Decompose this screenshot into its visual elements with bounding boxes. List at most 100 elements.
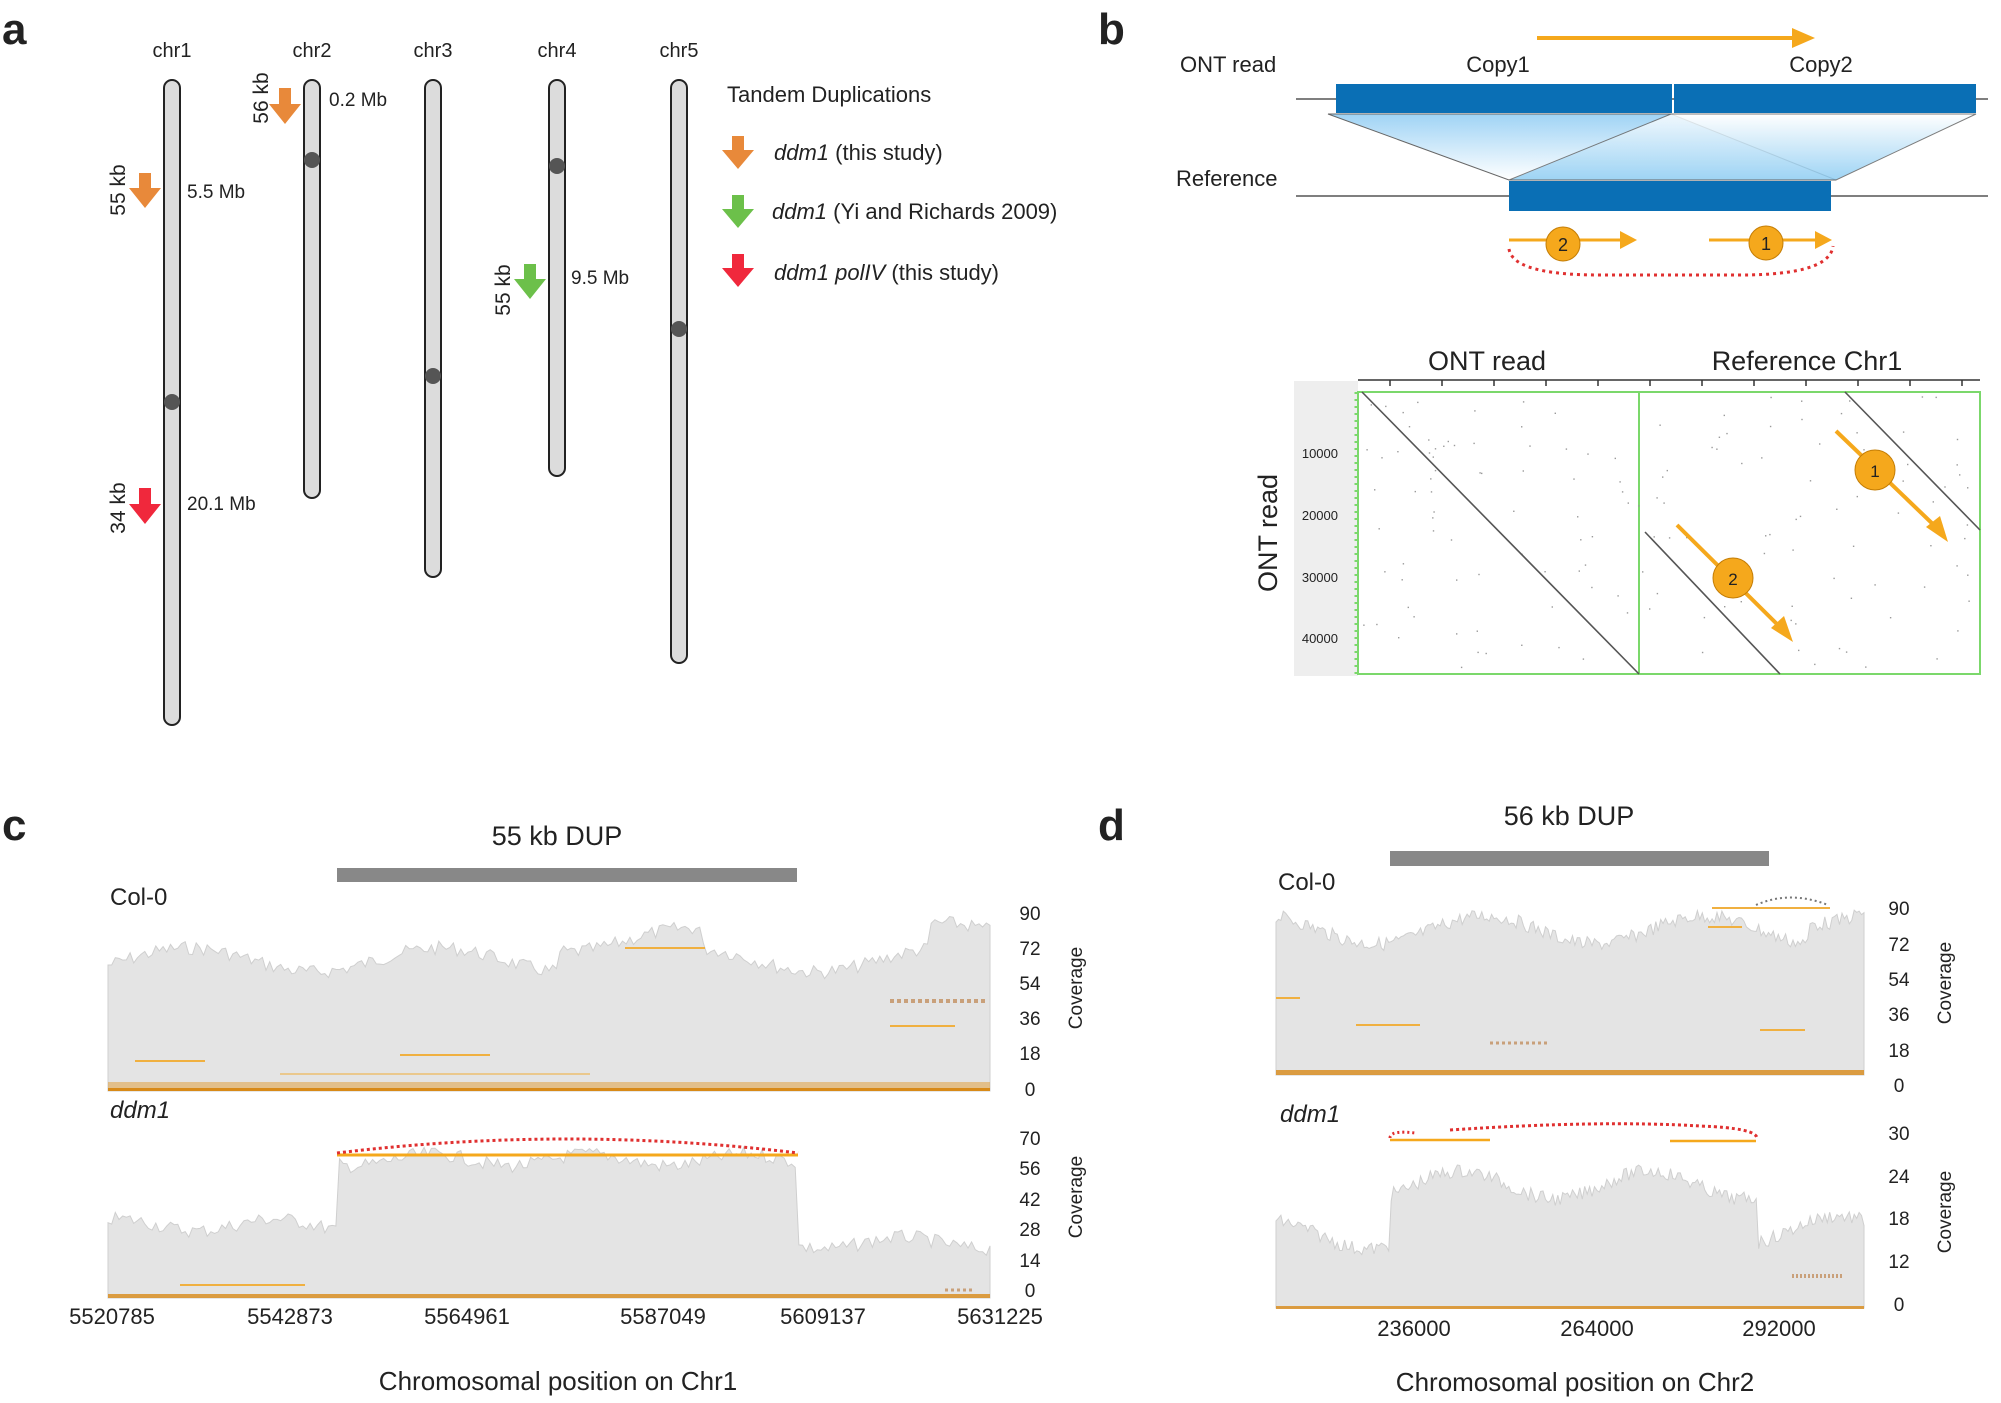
- legend: Tandem Duplications ddm1 (this study) dd…: [722, 82, 1057, 287]
- noise-dot: [1414, 490, 1416, 493]
- noise-dot: [1401, 579, 1403, 581]
- legend-item-text: ddm1 (Yi and Richards 2009): [772, 199, 1057, 224]
- noise-dot: [1453, 444, 1456, 447]
- noise-dot: [1577, 516, 1579, 518]
- marker-1-text: 1: [1761, 234, 1771, 254]
- noise-dot: [1801, 418, 1803, 421]
- dup-position-label: 0.2 Mb: [329, 90, 387, 111]
- noise-dot: [1430, 478, 1432, 480]
- noise-dot: [1477, 651, 1479, 654]
- noise-dot: [1381, 457, 1383, 459]
- noise-dot: [1582, 658, 1585, 660]
- noise-dot: [1791, 605, 1793, 607]
- marker-2-text: 2: [1558, 235, 1568, 255]
- noise-dot: [1723, 414, 1725, 417]
- noise-dot: [1930, 545, 1932, 547]
- down-arrow-icon: [129, 173, 161, 208]
- noise-dot: [1573, 478, 1575, 480]
- noise-dot: [1402, 563, 1405, 565]
- right-arrow-icon: [1792, 28, 1815, 48]
- noise-dot: [1485, 652, 1487, 655]
- noise-dot: [1956, 464, 1958, 466]
- junction-dotted-link: [1507, 245, 1835, 277]
- y-tick: 30: [1888, 1124, 1909, 1145]
- y-tick: 36: [1019, 1009, 1040, 1030]
- noise-dot: [1398, 637, 1400, 639]
- noise-dot: [1626, 612, 1629, 614]
- noise-dot: [1711, 446, 1713, 449]
- noise-dot: [1587, 453, 1589, 455]
- reference-block: [1509, 181, 1831, 211]
- legend-item-ddm1-poliv: ddm1 polIV (this study): [722, 254, 999, 287]
- chromosome-chr5: [670, 79, 688, 664]
- dotplot-top-ticks: [1389, 380, 1963, 386]
- noise-dot: [1863, 449, 1865, 451]
- marker-1-text: 1: [1870, 462, 1879, 481]
- noise-dot: [1865, 666, 1867, 668]
- noise-dot: [1434, 448, 1437, 450]
- noise-dot: [1889, 617, 1892, 619]
- noise-dot: [1653, 536, 1655, 538]
- noise-dot: [1795, 623, 1797, 625]
- noise-dot: [1481, 472, 1483, 475]
- split-read-dotted-link: [1449, 1122, 1759, 1139]
- centromere-chr5: [671, 321, 687, 337]
- dup-label-55kb: 55 kb DUP: [492, 821, 623, 851]
- noise-dot: [1897, 512, 1900, 514]
- x-axis-chr2: 236000 264000 292000 Chromosomal positio…: [1377, 1316, 1815, 1397]
- noise-dot: [1433, 511, 1435, 513]
- noise-dot: [1544, 571, 1546, 573]
- track-label-col0: Col-0: [110, 884, 167, 911]
- noise-dot: [1763, 552, 1766, 555]
- dup-size-label: 55 kb: [107, 164, 130, 215]
- noise-dot: [1741, 462, 1743, 465]
- noise-dot: [1617, 595, 1619, 597]
- read-clutter-ddm1: [108, 1137, 990, 1298]
- noise-dot: [1376, 623, 1378, 626]
- coverage-axis-label: Coverage: [1935, 942, 1956, 1024]
- noise-dot: [1874, 584, 1876, 586]
- y-tick: 18: [1019, 1044, 1040, 1065]
- ddm1-y-axis: 70 56 42 28 14 0 Coverage: [1019, 1129, 1087, 1302]
- x-tick: 5587049: [620, 1304, 706, 1329]
- down-arrow-icon: [722, 254, 754, 287]
- noise-dot: [1902, 431, 1905, 433]
- marker-1: [1854, 449, 1896, 491]
- x-tick: 5609137: [780, 1304, 866, 1329]
- dup-size-label: 55 kb: [492, 264, 515, 315]
- x-tick: 5520785: [69, 1304, 155, 1329]
- noise-dot: [1638, 505, 1640, 507]
- noise-dot: [1656, 497, 1658, 499]
- chrom-label-chr1: chr1: [153, 40, 192, 62]
- noise-dot: [1460, 666, 1463, 669]
- noise-dot: [1522, 401, 1525, 403]
- dup-position-label: 9.5 Mb: [571, 268, 629, 289]
- track-label-ddm1: ddm1: [1280, 1101, 1340, 1128]
- noise-dot: [1856, 495, 1858, 498]
- centromere-chr3: [425, 368, 441, 384]
- down-right-arrow-icon: [1771, 616, 1793, 642]
- panel-c: c 55 kb DUP Col-0 90 72 54 36 18 0 Cover…: [2, 801, 1087, 1396]
- x-tick: 292000: [1742, 1316, 1815, 1341]
- noise-dot: [1407, 606, 1409, 609]
- noise-dot: [1456, 633, 1458, 635]
- noise-dot: [1703, 616, 1706, 619]
- noise-dot: [1792, 549, 1794, 551]
- y-tick: 72: [1019, 939, 1040, 960]
- down-arrow-icon: [722, 136, 754, 169]
- noise-dot: [1476, 630, 1478, 632]
- noise-dot: [1959, 474, 1961, 476]
- legend-title: Tandem Duplications: [727, 82, 931, 107]
- read-clutter-col0: [1276, 896, 1864, 1075]
- noise-dot: [1798, 649, 1800, 652]
- coverage-axis-label: Coverage: [1066, 1156, 1087, 1238]
- track-label-ddm1: ddm1: [110, 1097, 170, 1124]
- y-tick: 24: [1888, 1167, 1910, 1188]
- noise-dot: [1580, 539, 1582, 541]
- noise-dot: [1473, 442, 1475, 445]
- noise-dot: [1701, 651, 1704, 654]
- noise-dot: [1642, 571, 1644, 573]
- noise-dot: [1408, 426, 1411, 428]
- panel-b: b ONT read Copy1 Copy2 Reference 2 1 ONT…: [1098, 5, 1988, 676]
- noise-dot: [1718, 436, 1721, 438]
